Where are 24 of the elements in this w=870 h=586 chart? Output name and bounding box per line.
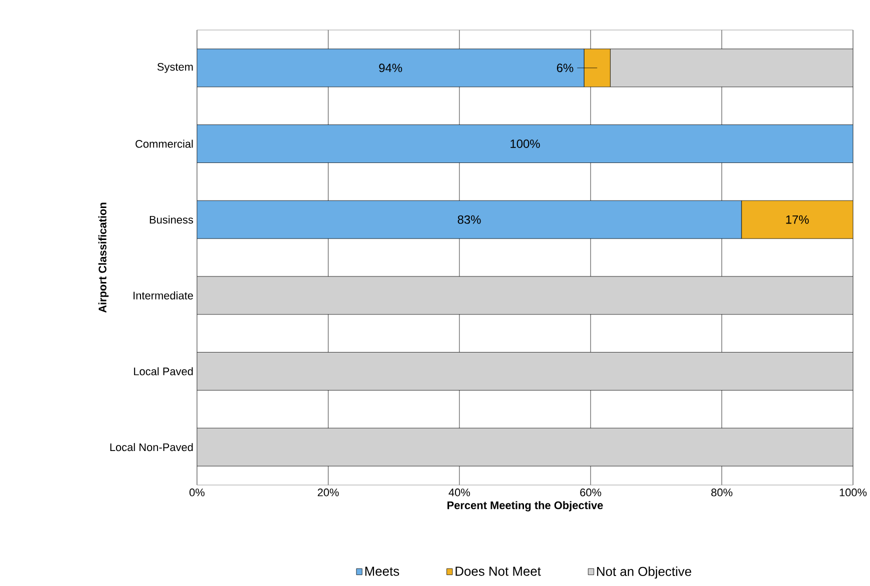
x-tick-label: 100% <box>840 488 867 496</box>
x-axis-title: Percent Meeting the Objective <box>447 501 603 512</box>
y-tick-label: Local Paved <box>134 367 193 376</box>
data-label: 100% <box>510 140 540 148</box>
y-tick-label: Business <box>150 216 194 224</box>
y-tick-label: Commercial <box>136 140 193 148</box>
y-tick-label: Intermediate <box>134 291 193 300</box>
legend-label: Not an Objective <box>597 566 692 579</box>
legend-label: Meets <box>365 566 400 576</box>
x-tick-label: 80% <box>711 488 732 496</box>
y-tick-label: System <box>157 62 193 73</box>
bar <box>741 200 854 239</box>
annotation: 94% <box>379 64 402 72</box>
annotation: 6% <box>556 64 574 72</box>
y-axis-title: Airport Classification <box>98 202 109 313</box>
bar <box>584 48 610 88</box>
y-tick-label: Local Non-Paved <box>110 443 193 452</box>
legend-label: Does Not Meet <box>456 566 541 576</box>
data-label: 17% <box>786 215 809 224</box>
x-tick-label: 60% <box>580 488 602 496</box>
data-label: 83% <box>458 215 481 224</box>
x-tick-label: 20% <box>318 488 339 496</box>
x-tick-label: 40% <box>448 488 470 496</box>
x-tick-label: 0% <box>190 488 205 496</box>
